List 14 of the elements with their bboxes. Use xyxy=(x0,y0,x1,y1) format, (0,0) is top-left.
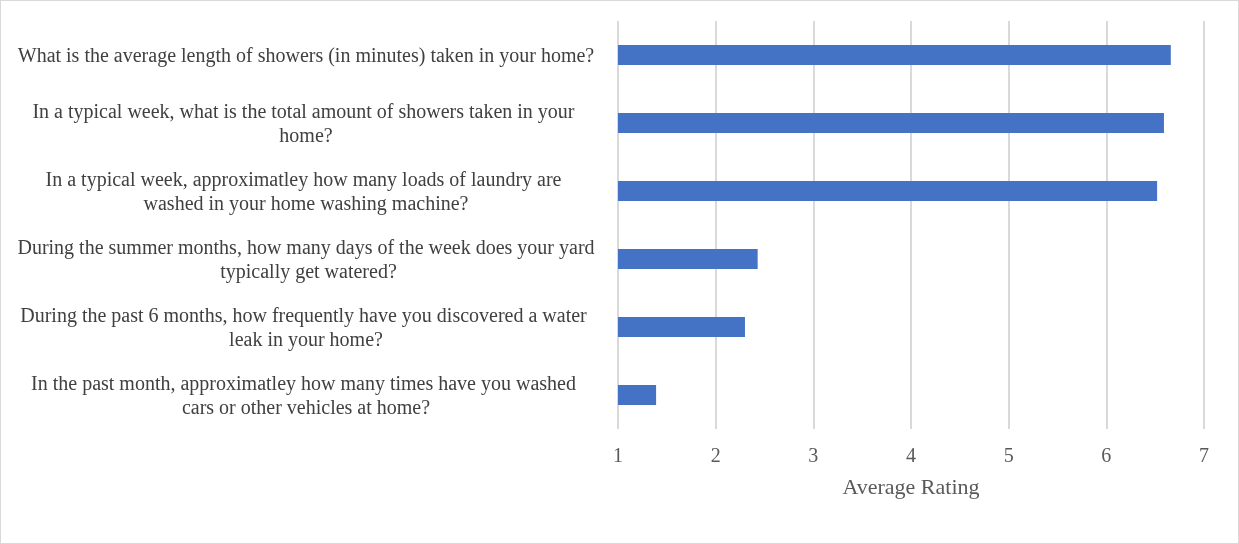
y-tick-label: What is the average length of showers (in minutes) taken in your home? xyxy=(17,44,595,67)
y-tick-label: In the past month, approximatley how many times have you washed cars or other vehicles at home? xyxy=(31,372,581,418)
x-tick-label: 4 xyxy=(906,444,916,466)
x-tick-label: 2 xyxy=(710,444,721,466)
y-tick-label: During the past 6 months, how frequently have you discovered a water leak in your home? xyxy=(20,304,592,351)
x-tick-label: 3 xyxy=(808,444,819,466)
x-tick-label: 1 xyxy=(613,444,623,466)
y-tick-label: In a typical week, what is the total amount of showers taken in your home? xyxy=(32,100,580,146)
x-tick-label: 6 xyxy=(1101,444,1112,466)
y-tick-label: During the summer months, how many days of the week does your yard typically get watered? xyxy=(17,236,595,283)
x-tick-label: 5 xyxy=(1003,444,1014,466)
y-tick-label: In a typical week, approximatley how many loads of laundry are washed in your home washing machine? xyxy=(45,168,567,215)
x-tick-label: 7 xyxy=(1199,444,1209,466)
x-axis-title: Average Rating xyxy=(842,473,980,499)
